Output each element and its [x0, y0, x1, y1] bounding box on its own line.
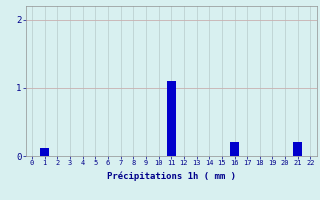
Bar	[230, 142, 239, 156]
Bar	[40, 148, 49, 156]
Bar	[167, 81, 176, 156]
Bar	[293, 142, 302, 156]
X-axis label: Précipitations 1h ( mm ): Précipitations 1h ( mm )	[107, 172, 236, 181]
